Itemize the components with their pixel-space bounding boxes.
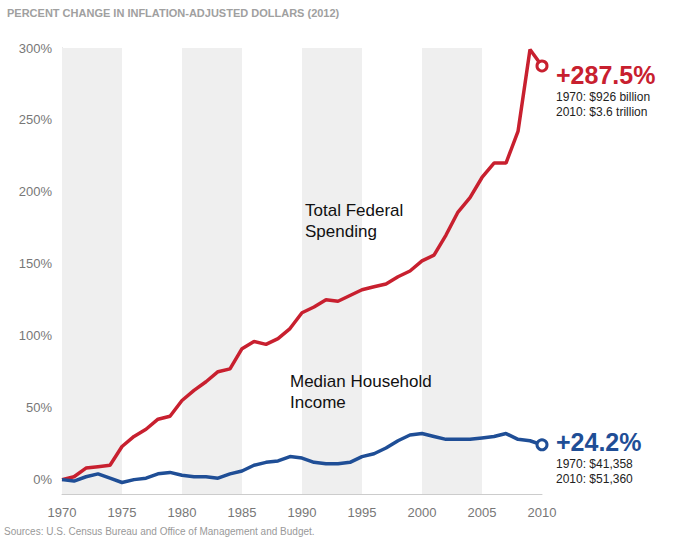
svg-text:2010: 2010 [528, 505, 557, 520]
svg-text:2005: 2005 [468, 505, 497, 520]
svg-text:200%: 200% [19, 184, 53, 199]
svg-text:1990: 1990 [288, 505, 317, 520]
svg-text:PERCENT CHANGE IN INFLATION-AD: PERCENT CHANGE IN INFLATION-ADJUSTED DOL… [7, 7, 340, 19]
svg-text:Spending: Spending [305, 222, 377, 241]
svg-text:2010: $3.6 trillion: 2010: $3.6 trillion [556, 105, 647, 119]
svg-text:2000: 2000 [408, 505, 437, 520]
svg-text:1985: 1985 [228, 505, 257, 520]
svg-text:100%: 100% [19, 328, 53, 343]
svg-text:+24.2%: +24.2% [556, 428, 642, 456]
svg-text:0%: 0% [33, 472, 52, 487]
svg-text:50%: 50% [26, 400, 52, 415]
svg-text:1975: 1975 [108, 505, 137, 520]
svg-text:Median Household: Median Household [290, 372, 436, 391]
svg-text:1970: $926 billion: 1970: $926 billion [556, 90, 650, 104]
svg-text:300%: 300% [19, 41, 53, 56]
svg-text:1995: 1995 [348, 505, 377, 520]
svg-text:Sources: U.S. Census Bureau an: Sources: U.S. Census Bureau and Office o… [4, 526, 315, 537]
svg-text:250%: 250% [19, 112, 53, 127]
svg-text:+287.5%: +287.5% [556, 61, 655, 89]
svg-text:150%: 150% [19, 256, 53, 271]
svg-text:1980: 1980 [168, 505, 197, 520]
svg-text:1970: $41,358: 1970: $41,358 [556, 457, 633, 471]
svg-text:Total Federal: Total Federal [305, 201, 408, 220]
svg-text:1970: 1970 [48, 505, 77, 520]
svg-text:2010: $51,360: 2010: $51,360 [556, 472, 633, 486]
svg-text:Income: Income [290, 393, 346, 412]
